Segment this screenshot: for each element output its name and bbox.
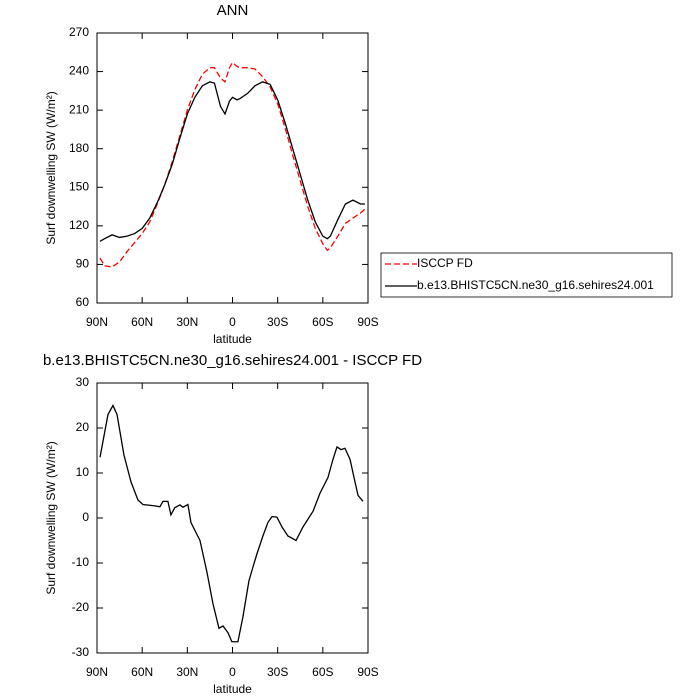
y-tick-label: 90 [76, 257, 90, 271]
x-axis-label: latitude [213, 682, 252, 696]
series-line [99, 404, 364, 643]
x-tick-label: 0 [229, 665, 236, 679]
y-axis-label: Surf downwelling SW (W/m²) [44, 91, 58, 244]
y-tick-label: 120 [69, 218, 89, 232]
x-tick-label: 60N [131, 665, 153, 679]
y-tick-label: 10 [76, 465, 90, 479]
x-tick-label: 60S [312, 665, 333, 679]
y-tick-label: -30 [72, 645, 90, 659]
y-tick-label: 20 [76, 420, 90, 434]
chart-title: b.e13.BHISTC5CN.ne30_g16.sehires24.001 -… [43, 352, 422, 369]
y-tick-label: 0 [82, 510, 89, 524]
y-tick-label: 30 [76, 375, 90, 389]
y-tick-label: 270 [69, 25, 89, 39]
x-tick-label: 60S [312, 315, 333, 329]
series-line [99, 81, 365, 242]
plot-frame [96, 382, 369, 654]
legend-label: b.e13.BHISTC5CN.ne30_g16.sehires24.001 [417, 278, 654, 292]
legend: ISCCP FD b.e13.BHISTC5CN.ne30_g16.sehires… [380, 252, 673, 298]
y-tick-label: -10 [72, 555, 90, 569]
y-tick-label: 210 [69, 102, 89, 116]
x-tick-label: 90S [357, 315, 378, 329]
x-tick-label: 90N [86, 665, 108, 679]
x-tick-label: 60N [131, 315, 153, 329]
y-tick-label: 60 [76, 295, 90, 309]
x-tick-label: 30S [267, 315, 288, 329]
x-tick-label: 90S [357, 665, 378, 679]
y-tick-label: 240 [69, 64, 89, 78]
y-tick-label: 180 [69, 141, 89, 155]
chart-title: ANN [217, 2, 249, 19]
y-tick-label: -20 [72, 600, 90, 614]
legend-label: ISCCP FD [417, 256, 473, 270]
x-tick-label: 0 [229, 315, 236, 329]
legend-frame [380, 252, 673, 298]
x-tick-label: 30S [267, 665, 288, 679]
series-line [99, 61, 366, 268]
x-tick-label: 30N [176, 665, 198, 679]
x-axis-label: latitude [213, 332, 252, 346]
y-axis-label: Surf downwelling SW (W/m²) [44, 441, 58, 594]
x-tick-label: 30N [176, 315, 198, 329]
y-tick-label: 150 [69, 179, 89, 193]
plot-frame [96, 32, 369, 304]
x-tick-label: 90N [86, 315, 108, 329]
